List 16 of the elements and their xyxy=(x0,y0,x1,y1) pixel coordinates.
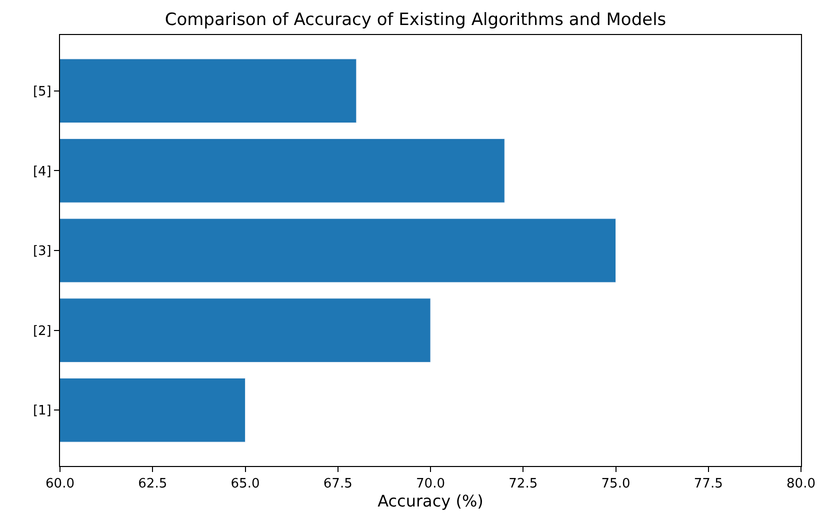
y-tick-label: [2] xyxy=(32,324,52,339)
x-tick-label: 80.0 xyxy=(786,476,816,492)
x-axis-title: Accuracy (%) xyxy=(378,492,484,511)
x-tick-label: 67.5 xyxy=(323,476,352,492)
x-tick-label: 77.5 xyxy=(694,476,723,492)
chart-title: Comparison of Accuracy of Existing Algorithms and Models xyxy=(164,10,666,30)
x-tick-label: 60.0 xyxy=(46,476,74,492)
y-tick-label: [4] xyxy=(32,164,52,180)
x-tick-label: 72.5 xyxy=(508,476,538,492)
x-tick-label: 65.0 xyxy=(230,476,260,492)
x-tick-label: 62.5 xyxy=(138,476,168,492)
x-tick-label: 75.0 xyxy=(601,476,630,492)
y-tick-label: [5] xyxy=(32,84,52,100)
y-tick-label: [3] xyxy=(32,244,52,260)
x-tick-label: 70.0 xyxy=(416,476,445,492)
y-tick-label: [1] xyxy=(32,404,52,419)
